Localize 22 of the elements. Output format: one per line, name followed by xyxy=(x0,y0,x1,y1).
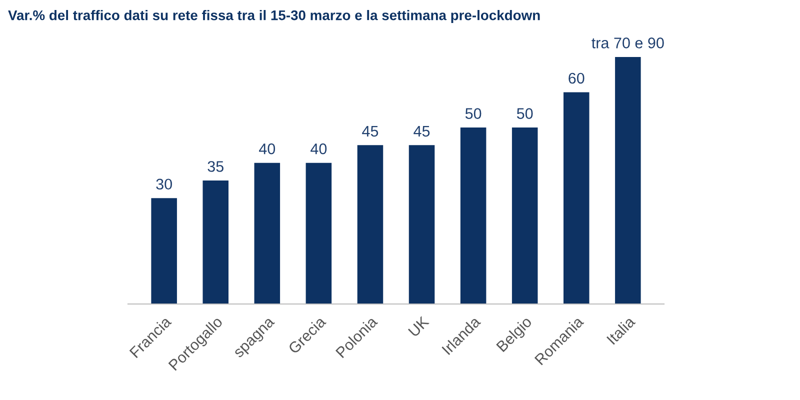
bar xyxy=(151,198,177,304)
data-label: 50 xyxy=(465,108,482,119)
chart-title: Var.% del traffico dati su rete fissa tra il 15-30 marzo e la settimana pre-lockdown xyxy=(8,10,540,23)
data-label: 35 xyxy=(208,161,224,172)
data-label: 45 xyxy=(414,126,430,137)
bar xyxy=(512,128,538,304)
data-label: 60 xyxy=(568,72,584,84)
bar xyxy=(408,145,435,304)
x-tick-label: UK xyxy=(408,316,430,338)
bar xyxy=(202,180,228,304)
data-label: 40 xyxy=(310,143,327,154)
data-label: tra 70 e 90 xyxy=(592,38,664,48)
bar xyxy=(564,92,590,304)
bar xyxy=(615,56,641,304)
bar xyxy=(460,128,486,304)
data-label: 30 xyxy=(156,178,172,190)
data-label: 50 xyxy=(516,108,533,119)
data-label: 45 xyxy=(362,126,378,137)
bar xyxy=(357,145,384,304)
data-label: 40 xyxy=(259,143,276,154)
bar xyxy=(254,162,280,304)
bar xyxy=(306,162,332,304)
